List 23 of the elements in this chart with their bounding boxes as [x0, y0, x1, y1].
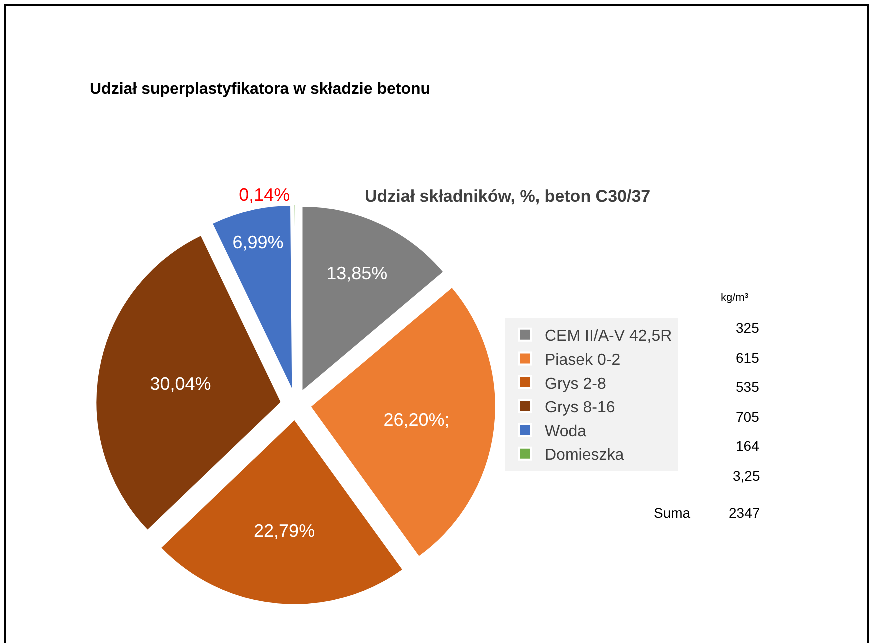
- data-label: 30,04%: [150, 374, 212, 394]
- data-label: 26,20%;: [384, 410, 450, 430]
- text: 3,25: [733, 468, 760, 484]
- data-label: 13,85%: [326, 263, 388, 284]
- text: Suma: [654, 505, 691, 521]
- legend-label: Woda: [545, 423, 587, 440]
- data-label: 0,14%: [239, 185, 290, 205]
- legend-label: Grys 2-8: [545, 376, 606, 393]
- data-label: 6,99%: [232, 232, 284, 252]
- data-label: 22,79%: [254, 521, 316, 542]
- text: kg/m³: [721, 292, 749, 304]
- legend-label: CEM II/A-V 42,5R: [545, 328, 672, 346]
- chart-title: Udział superplastyfikatora w składzie betonu: [90, 81, 431, 98]
- legend-label: Domieszka: [545, 447, 624, 464]
- legend-label: Grys 8-16: [545, 400, 616, 417]
- text: 705: [736, 409, 760, 425]
- text: 535: [736, 379, 760, 395]
- text: 164: [736, 438, 760, 454]
- legend-label: Piasek 0-2: [545, 352, 621, 369]
- text: 2347: [729, 505, 760, 521]
- chart-subtitle: Udział składników, %, beton C30/37: [365, 187, 651, 206]
- text: 325: [736, 320, 760, 336]
- text: 615: [736, 350, 760, 366]
